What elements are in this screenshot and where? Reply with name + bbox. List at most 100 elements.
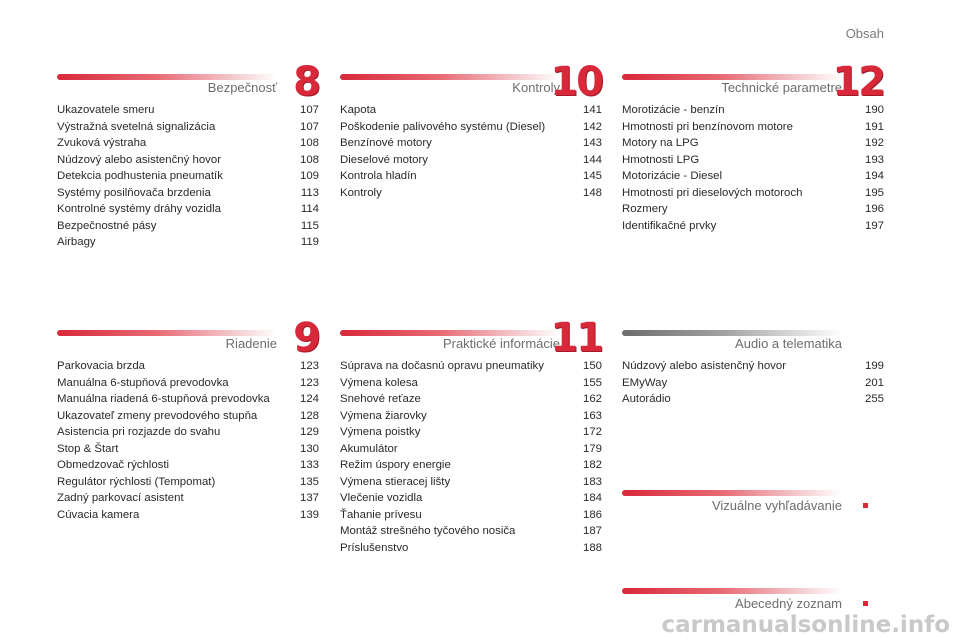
toc-entry[interactable]: EMyWay 201 [622, 375, 884, 392]
toc-entry[interactable]: Ukazovatele smeru 107 [57, 102, 319, 119]
toc-entry[interactable]: Motorizácie - Diesel 194 [622, 168, 884, 185]
section-header: Technické parametre 12 [622, 60, 886, 104]
toc-entry[interactable]: Parkovacia brzda 123 [57, 358, 319, 375]
toc-entry[interactable]: Systémy posilňovača brzdenia 113 [57, 185, 319, 202]
toc-entry[interactable]: Núdzový alebo asistenčný hovor 199 [622, 358, 884, 375]
toc-entry-page: 179 [582, 442, 602, 455]
section-title[interactable]: Bezpečnosť [207, 80, 277, 95]
toc-entry[interactable]: Montáž strešného tyčového nosiča 187 [340, 523, 602, 540]
toc-entry[interactable]: Hmotnosti pri dieselových motoroch 195 [622, 185, 884, 202]
toc-entry-page: 255 [864, 393, 884, 405]
toc-entry-label: Systémy posilňovača brzdenia [57, 186, 211, 199]
visual-search-label[interactable]: Vizuálne vyhľadávanie [711, 498, 842, 513]
toc-entry[interactable]: Airbagy 119 [57, 234, 319, 251]
toc-entry[interactable]: Výmena žiarovky 163 [340, 408, 602, 425]
section-title[interactable]: Praktické informácie [442, 336, 560, 351]
visual-search-link[interactable]: Vizuálne vyhľadávanie [622, 490, 884, 520]
toc-entry-label: Autorádio [622, 393, 671, 405]
toc-entry[interactable]: Detekcia podhustenia pneumatík 109 [57, 168, 319, 185]
toc-entry[interactable]: Autorádio 255 [622, 391, 884, 408]
toc-entry[interactable]: Cúvacia kamera 139 [57, 507, 319, 524]
toc-entry[interactable]: Ukazovateľ zmeny prevodového stupňa 128 [57, 408, 319, 425]
toc-entry[interactable]: Kontrola hladín 145 [340, 168, 602, 185]
toc-entry[interactable]: Obmedzovač rýchlosti 133 [57, 457, 319, 474]
toc-entry[interactable]: Zvuková výstraha 108 [57, 135, 319, 152]
section-driving: Riadenie 9 Parkovacia brzda 123 Manuálna 6… [57, 316, 321, 523]
toc-entry[interactable]: Výmena poistky 172 [340, 424, 602, 441]
toc-entry-label: Manuálna 6-stupňová prevodovka [57, 376, 229, 389]
toc-entry[interactable]: Kontrolné systémy dráhy vozidla 114 [57, 201, 319, 218]
toc-entry[interactable]: Bezpečnostné pásy 115 [57, 218, 319, 235]
toc-entry-label: Kontroly [340, 186, 382, 199]
toc-entry[interactable]: Regulátor rýchlosti (Tempomat) 135 [57, 474, 319, 491]
section-title[interactable]: Audio a telematika [735, 336, 842, 351]
toc-entry-page: 163 [582, 409, 602, 422]
toc-entry[interactable]: Kapota 141 [340, 102, 602, 119]
toc-entry[interactable]: Morotizácie - benzín 190 [622, 102, 884, 119]
section-number[interactable]: 8 [293, 59, 321, 105]
toc-entry[interactable]: Režim úspory energie 182 [340, 457, 602, 474]
toc-entry-label: Režim úspory energie [340, 459, 451, 471]
entry-list: Parkovacia brzda 123 Manuálna 6-stupňová p… [57, 358, 319, 523]
toc-entry[interactable]: Manuálna riadená 6-stupňová prevodovka 12… [57, 391, 319, 408]
section-title[interactable]: Riadenie [225, 336, 277, 351]
toc-entry-page: 115 [300, 219, 319, 232]
alphabetical-index-label[interactable]: Abecedný zoznam [735, 596, 842, 611]
toc-entry[interactable]: Zadný parkovací asistent 137 [57, 490, 319, 507]
toc-entry-page: 113 [300, 186, 319, 199]
toc-entry-page: 143 [582, 137, 602, 149]
toc-entry-page: 119 [300, 236, 319, 248]
toc-entry[interactable]: Benzínové motory 143 [340, 135, 602, 152]
section-number[interactable]: 9 [293, 315, 321, 361]
toc-entry-page: 196 [864, 203, 884, 215]
toc-entry[interactable]: Ťahanie prívesu 186 [340, 507, 602, 524]
toc-entry[interactable]: Akumulátor 179 [340, 441, 602, 458]
toc-entry[interactable]: Hmotnosti LPG 193 [622, 152, 884, 169]
toc-entry[interactable]: Výmena stieracej lišty 183 [340, 474, 602, 491]
toc-entry[interactable]: Manuálna 6-stupňová prevodovka 123 [57, 375, 319, 392]
toc-entry[interactable]: Núdzový alebo asistenčný hovor 108 [57, 152, 319, 169]
toc-entry-page: 133 [299, 459, 319, 471]
toc-entry[interactable]: Hmotnosti pri benzínovom motore 191 [622, 119, 884, 136]
section-bar [57, 74, 277, 80]
toc-entry-label: Akumulátor [340, 442, 398, 455]
toc-entry-page: 142 [582, 120, 602, 133]
toc-entry[interactable]: Stop & Štart 130 [57, 441, 319, 458]
toc-entry-label: Hmotnosti pri dieselových motoroch [622, 186, 803, 199]
toc-entry[interactable]: Súprava na dočasnú opravu pneumatiky 150 [340, 358, 602, 375]
toc-entry[interactable]: Výstražná svetelná signalizácia 107 [57, 119, 319, 136]
toc-entry-page: 183 [582, 475, 602, 488]
section-title[interactable]: Technické parametre [721, 80, 842, 95]
toc-entry-label: Príslušenstvo [340, 541, 409, 554]
section-title[interactable]: Kontroly [512, 80, 560, 95]
toc-entry-label: Výmena žiarovky [340, 409, 427, 422]
toc-entry[interactable]: Dieselové motory 144 [340, 152, 602, 169]
toc-entry-label: Dieselové motory [340, 153, 428, 166]
toc-entry-label: Kapota [340, 104, 377, 116]
toc-entry-label: Benzínové motory [340, 137, 432, 149]
toc-entry[interactable]: Snehové reťaze 162 [340, 391, 602, 408]
toc-entry-label: Vlečenie vozidla [340, 492, 423, 504]
toc-entry[interactable]: Rozmery 196 [622, 201, 884, 218]
toc-entry[interactable]: Motory na LPG 192 [622, 135, 884, 152]
toc-entry-page: 190 [864, 104, 884, 116]
section-number[interactable]: 11 [550, 315, 604, 361]
toc-entry[interactable]: Identifikačné prvky 197 [622, 218, 884, 235]
toc-entry-label: Kontrolné systémy dráhy vozidla [57, 203, 221, 215]
toc-entry-page: 109 [299, 170, 319, 182]
section-number[interactable]: 10 [550, 59, 604, 105]
toc-entry[interactable]: Poškodenie palivového systému (Diesel) 14… [340, 119, 602, 136]
toc-entry-label: Hmotnosti LPG [622, 153, 700, 166]
alphabetical-index-link[interactable]: Abecedný zoznam [622, 588, 884, 618]
toc-entry[interactable]: Výmena kolesa 155 [340, 375, 602, 392]
toc-entry-page: 107 [299, 104, 319, 116]
toc-entry-label: Asistencia pri rozjazde do svahu [57, 426, 221, 438]
toc-entry-label: Cúvacia kamera [57, 508, 140, 521]
toc-entry-page: 192 [864, 137, 884, 149]
section-number[interactable]: 12 [832, 59, 886, 105]
toc-entry[interactable]: Asistencia pri rozjazde do svahu 129 [57, 424, 319, 441]
toc-entry[interactable]: Vlečenie vozidla 184 [340, 490, 602, 507]
toc-entry[interactable]: Príslušenstvo 188 [340, 540, 602, 557]
section-bar [57, 330, 277, 336]
toc-entry[interactable]: Kontroly 148 [340, 185, 602, 202]
